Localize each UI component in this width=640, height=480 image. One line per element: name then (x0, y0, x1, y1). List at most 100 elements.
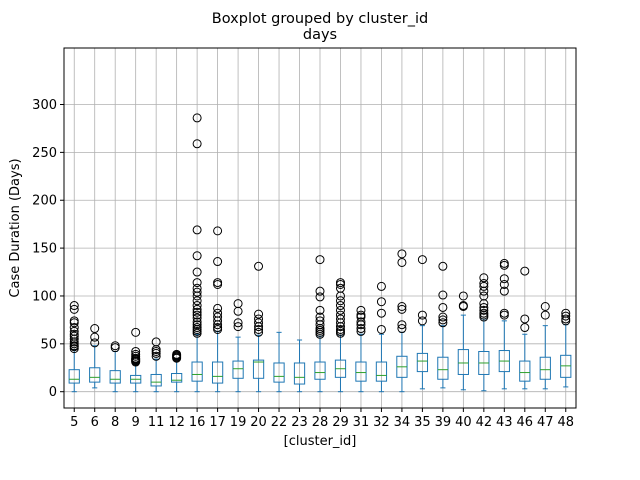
flier-point (499, 258, 509, 268)
iqr-box (89, 367, 101, 383)
box-group-43 (498, 258, 510, 390)
flier-point (335, 314, 345, 324)
y-tick-label: 250 (32, 146, 57, 161)
iqr-box (68, 369, 80, 384)
x-tick-label: 32 (373, 415, 390, 430)
flier-point (254, 314, 264, 324)
flier-point (172, 349, 182, 359)
flier-point (335, 278, 345, 288)
x-tick-label: 40 (455, 415, 472, 430)
x-tick-label: 9 (132, 415, 140, 430)
flier-point (520, 323, 530, 333)
flier-point (397, 304, 407, 314)
iqr-box (355, 361, 367, 382)
flier-point (458, 291, 468, 301)
flier-point (438, 318, 448, 328)
flier-point (192, 320, 202, 330)
flier-point (417, 316, 427, 326)
iqr-box (416, 352, 429, 373)
flier-point (458, 301, 468, 311)
box-group-22 (273, 331, 285, 393)
flier-point (540, 310, 550, 320)
flier-point (192, 310, 202, 320)
box-group-8 (109, 341, 121, 393)
box-group-11 (150, 337, 162, 393)
flier-point (438, 315, 448, 325)
flier-point (213, 308, 223, 318)
flier-point (213, 312, 223, 322)
box-group-46 (519, 266, 531, 390)
flier-point (335, 310, 345, 320)
flier-point (520, 266, 530, 276)
box-group-48 (560, 308, 572, 388)
flier-point (397, 257, 407, 267)
x-tick-label: 42 (476, 415, 493, 430)
flier-point (376, 308, 386, 318)
flier-point (254, 318, 264, 328)
flier-point (110, 341, 120, 351)
flier-point (192, 296, 202, 306)
flier-point (479, 273, 489, 283)
box-group-31 (355, 305, 367, 393)
box-group-6 (89, 324, 101, 389)
flier-point (499, 308, 509, 318)
box-group-47 (539, 302, 551, 390)
flier-point (397, 320, 407, 330)
flier-point (233, 299, 243, 309)
flier-point (192, 301, 202, 311)
flier-point (254, 324, 264, 334)
flier-point (397, 249, 407, 259)
box-group-5 (68, 301, 80, 393)
iqr-box (232, 360, 244, 379)
flier-point (192, 278, 202, 288)
y-axis-label: Case Duration (Days) (8, 158, 23, 297)
x-tick-label: 29 (332, 415, 349, 430)
iqr-box (191, 361, 203, 382)
x-tick-label: 22 (271, 415, 288, 430)
x-tick-label: 16 (189, 415, 206, 430)
iqr-box (457, 349, 469, 375)
flier-point (315, 312, 325, 322)
iqr-box (171, 373, 183, 383)
flier-point (499, 279, 509, 289)
y-tick-label: 50 (40, 337, 57, 352)
flier-point (479, 281, 489, 291)
flier-point (69, 329, 79, 339)
flier-point (69, 326, 79, 336)
flier-point (90, 338, 100, 348)
flier-point (335, 324, 345, 334)
flier-point (438, 312, 448, 322)
flier-point (376, 297, 386, 307)
box-group-17 (211, 226, 224, 393)
flier-point (438, 290, 448, 300)
x-tick-label: 47 (537, 415, 554, 430)
iqr-box (314, 361, 326, 380)
flier-point (397, 302, 407, 312)
flier-point (192, 139, 202, 149)
iqr-box (252, 359, 265, 379)
box-group-39 (437, 261, 449, 389)
x-tick-label: 5 (70, 415, 78, 430)
flier-point (192, 251, 202, 261)
flier-point (479, 308, 489, 318)
plot-frame (63, 47, 577, 409)
flier-point (335, 283, 345, 293)
flier-point (356, 324, 366, 334)
flier-point (417, 255, 427, 265)
flier-point (335, 301, 345, 311)
flier-point (213, 226, 223, 236)
flier-point (540, 302, 550, 312)
flier-point (479, 279, 489, 289)
flier-point (192, 304, 202, 314)
box-group-28 (314, 255, 326, 393)
y-tick-label: 100 (32, 289, 57, 304)
flier-point (315, 286, 325, 296)
flier-point (315, 316, 325, 326)
box-group-23 (293, 339, 306, 393)
flier-point (356, 305, 366, 315)
flier-point (315, 305, 325, 315)
flier-point (254, 309, 264, 319)
iqr-box (109, 370, 121, 384)
iqr-box (375, 361, 388, 382)
